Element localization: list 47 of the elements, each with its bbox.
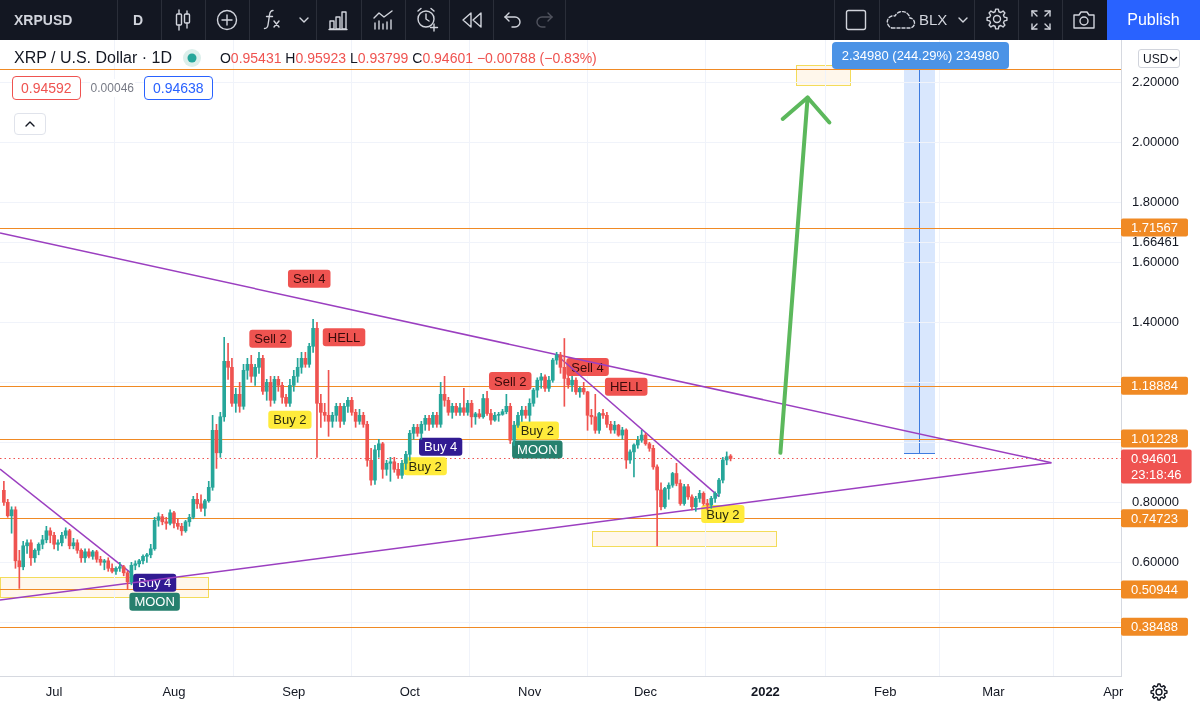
x-tick-label: Apr	[1103, 684, 1125, 700]
x-tick-label: Oct	[399, 684, 421, 700]
y-tick-label: 1.40000	[1132, 313, 1179, 329]
text: XRP / U.S. Dollar · 1D	[14, 49, 172, 67]
ref-line-label: 1.18884	[1131, 378, 1178, 394]
annotation: HELL	[327, 329, 361, 345]
y-tick-label: 1.80000	[1132, 193, 1179, 209]
annotation: MOON	[134, 594, 175, 610]
y-tick-label: 0.80000	[1132, 493, 1179, 509]
x-tick-label: Nov	[518, 684, 542, 700]
y-tick-label: 2.20000	[1132, 73, 1179, 89]
annotation: Sell 2	[493, 373, 527, 389]
ask-field: 0.94638	[144, 76, 213, 100]
x-tick-label: Feb	[874, 684, 897, 700]
x-tick-label: Dec	[633, 684, 658, 700]
annotation: Buy 4	[424, 439, 458, 455]
annotation: Sell 2	[254, 331, 287, 347]
x-tick-label: Aug	[162, 684, 186, 700]
y-tick-label: 2.00000	[1132, 133, 1179, 149]
annotation: MOON	[517, 442, 558, 458]
currency-button: USD	[1138, 49, 1180, 68]
ref-line-label: 0.74723	[1131, 510, 1178, 526]
x-tick-label: Jul	[45, 684, 63, 700]
annotation: HELL	[609, 379, 643, 395]
text: O0.95431 H0.95923 L0.93799 C0.94601 −0.00788 (−0.83%)	[219, 50, 597, 66]
publish-button: Publish	[1107, 0, 1200, 40]
annotation: 2.34980 (244.29%) 234980	[841, 48, 1000, 63]
annotation: Buy 2	[706, 506, 740, 522]
annotation: Buy 4	[138, 575, 172, 591]
x-tick-label: 2022	[750, 684, 780, 700]
annotation: 0.00046	[89, 79, 135, 97]
y-tick-label: 1.60000	[1132, 253, 1179, 269]
toolbar: XRPUSD D BLX Publish	[0, 0, 1200, 40]
bid-field: 0.94592	[12, 76, 81, 100]
ref-line-label: 1.71567	[1131, 220, 1178, 236]
ref-line-label: 1.01228	[1131, 431, 1178, 447]
ref-line-label: 0.38488	[1131, 619, 1178, 635]
annotation: Buy 2	[273, 412, 307, 428]
annotation: Buy 2	[408, 458, 442, 474]
ref-line-label: 0.50944	[1131, 582, 1178, 598]
y-tick-label: 0.60000	[1132, 553, 1179, 569]
x-tick-label: Mar	[982, 684, 1006, 700]
ref-line-label: 0.94601 23:18:46	[1131, 451, 1182, 483]
x-tick-label: Sep	[282, 684, 306, 700]
annotation: Sell 4	[292, 271, 326, 287]
annotation: Buy 2	[520, 423, 554, 439]
y-tick-label: 1.66461	[1132, 234, 1179, 250]
